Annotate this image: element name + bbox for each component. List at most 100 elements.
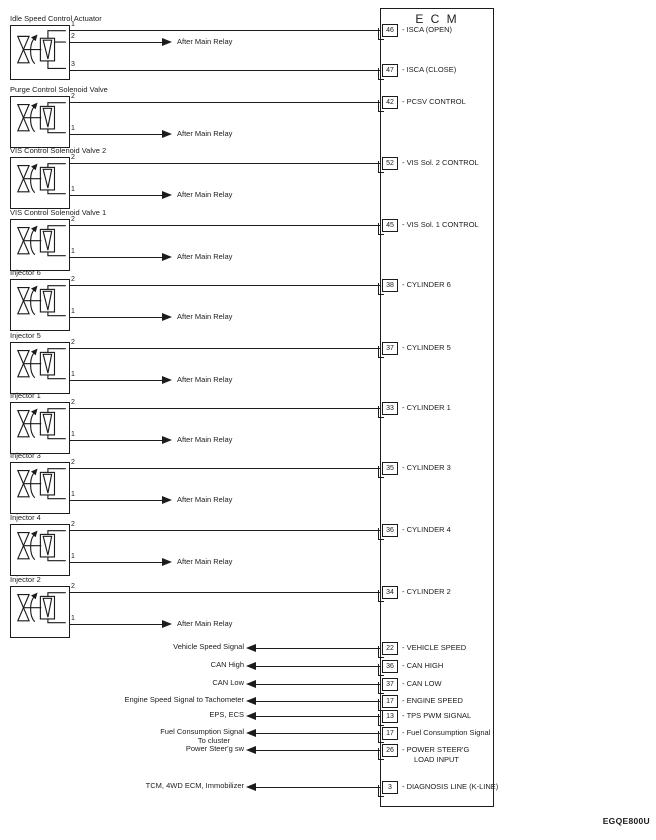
- pin-label: - CAN LOW: [402, 679, 442, 688]
- wire: [256, 701, 380, 702]
- component-title: Injector 3: [10, 451, 41, 460]
- diagram-code-label: EGQE800U: [602, 816, 650, 826]
- wire: [68, 408, 380, 409]
- signal-label: Engine Speed Signal to Tachometer: [10, 695, 244, 704]
- pin-number-label: 2: [71, 521, 75, 528]
- arrow-left-icon: [246, 712, 256, 720]
- solenoid-valve-symbol: [10, 25, 70, 80]
- pin-number-box: 35: [382, 462, 398, 475]
- component-title: Purge Control Solenoid Valve: [10, 85, 108, 94]
- pin-number-label: 1: [71, 371, 75, 378]
- pin-number-label: 1: [71, 553, 75, 560]
- pin-label-text: TPS PWM SIGNAL: [406, 711, 472, 720]
- pin-number-label: 2: [71, 339, 75, 346]
- after-main-relay-label: After Main Relay: [177, 129, 233, 138]
- wire: [256, 750, 380, 751]
- pin-label-text: CYLINDER 6: [406, 280, 451, 289]
- pin-label-text: CYLINDER 3: [406, 463, 451, 472]
- arrow-right-icon: [162, 253, 172, 261]
- wire: [68, 285, 380, 286]
- ecm-pin-terminal: 35 - CYLINDER 3: [378, 462, 451, 478]
- pin-number-label: 2: [71, 399, 75, 406]
- arrow-right-icon: [162, 38, 172, 46]
- solenoid-valve-glyph: [16, 163, 66, 195]
- pin-number-label: 2: [71, 459, 75, 466]
- after-main-relay-label: After Main Relay: [177, 375, 233, 384]
- arrow-left-icon: [246, 783, 256, 791]
- pin-label-text: CYLINDER 1: [406, 403, 451, 412]
- solenoid-valve-symbol: [10, 219, 70, 271]
- signal-label: Fuel Consumption Signal To cluster: [10, 727, 244, 745]
- solenoid-valve-symbol: [10, 524, 70, 576]
- solenoid-valve-symbol: [10, 157, 70, 209]
- pin-number-label: 2: [71, 93, 75, 100]
- after-main-relay-label: After Main Relay: [177, 619, 233, 628]
- ecm-pin-terminal: 36 - CAN HIGH: [377, 660, 443, 676]
- wire: [68, 163, 380, 164]
- pin-number-label: 2: [71, 216, 75, 223]
- ecm-box: E C M: [380, 8, 494, 807]
- solenoid-valve-glyph: [16, 102, 66, 134]
- wire: [68, 530, 380, 531]
- pin-label: - Fuel Consumption Signal: [402, 728, 491, 737]
- pin-label-text: ISCA (OPEN): [406, 25, 453, 34]
- pin-label: - VIS Sol. 1 CONTROL: [402, 220, 479, 229]
- wire: [256, 684, 380, 685]
- pin-label-text: CYLINDER 4: [406, 525, 451, 534]
- signal-label: Power Steer'g sw: [10, 744, 244, 753]
- pin-label-text: CYLINDER 2: [406, 587, 451, 596]
- pin-label: - CYLINDER 5: [402, 343, 451, 352]
- isca-valve-glyph: [16, 30, 66, 70]
- wire: [68, 562, 162, 563]
- pin-number-box: 45: [382, 219, 398, 232]
- pin-number-label: 2: [71, 33, 75, 40]
- wire: [68, 42, 162, 43]
- pin-label-text: Fuel Consumption Signal: [406, 728, 491, 737]
- component-title: VIS Control Solenoid Valve 2: [10, 146, 107, 155]
- signal-label: CAN Low: [10, 678, 244, 687]
- arrow-right-icon: [162, 620, 172, 628]
- wire: [256, 787, 380, 788]
- pin-label: - CYLINDER 6: [402, 280, 451, 289]
- signal-label-text: Vehicle Speed Signal: [173, 642, 244, 651]
- pin-label: - VEHICLE SPEED: [402, 643, 467, 652]
- signal-label: CAN High: [10, 660, 244, 669]
- arrow-right-icon: [162, 130, 172, 138]
- ecm-pin-terminal: 22 - VEHICLE SPEED: [377, 642, 467, 658]
- pin-number-label: 2: [71, 276, 75, 283]
- solenoid-valve-symbol: [10, 342, 70, 394]
- pin-label-text: POWER STEER'G: [406, 745, 470, 754]
- signal-label-text: Power Steer'g sw: [185, 744, 244, 753]
- wire: [256, 648, 380, 649]
- pin-number-box: 37: [382, 678, 398, 691]
- wire: [68, 440, 162, 441]
- component-title: Injector 1: [10, 391, 41, 400]
- ecm-pin-terminal: 45 - VIS Sol. 1 CONTROL: [378, 219, 479, 235]
- pin-label-text: CYLINDER 5: [406, 343, 451, 352]
- ecm-pin-terminal: 26 - POWER STEER'G LOAD INPUT: [377, 744, 470, 764]
- after-main-relay-label: After Main Relay: [177, 435, 233, 444]
- pin-number-box: 22: [382, 642, 398, 655]
- arrow-right-icon: [162, 436, 172, 444]
- arrow-left-icon: [246, 697, 256, 705]
- pin-number-box: 17: [382, 695, 398, 708]
- pin-label-text-line2: LOAD INPUT: [414, 755, 460, 764]
- pin-number-box: 26: [382, 744, 398, 757]
- pin-label-text: PCSV CONTROL: [406, 97, 466, 106]
- pin-label-text: VIS Sol. 1 CONTROL: [406, 220, 479, 229]
- pin-number-box: 38: [382, 279, 398, 292]
- pin-number-box: 33: [382, 402, 398, 415]
- signal-label-text: TCM, 4WD ECM, Immobilizer: [145, 781, 244, 790]
- arrow-left-icon: [246, 746, 256, 754]
- pin-number-box: 52: [382, 157, 398, 170]
- pin-number-box: 3: [382, 781, 398, 794]
- ecm-pin-terminal: 52 - VIS Sol. 2 CONTROL: [378, 157, 479, 173]
- arrow-right-icon: [162, 191, 172, 199]
- solenoid-valve-glyph: [16, 408, 66, 440]
- wire: [68, 317, 162, 318]
- pin-label: - DIAGNOSIS LINE (K-LINE): [402, 782, 499, 791]
- signal-label: Vehicle Speed Signal: [10, 642, 244, 651]
- ecm-pin-terminal: 42 - PCSV CONTROL: [378, 96, 466, 112]
- pin-number-box: 42: [382, 96, 398, 109]
- pin-number-box: 47: [382, 64, 398, 77]
